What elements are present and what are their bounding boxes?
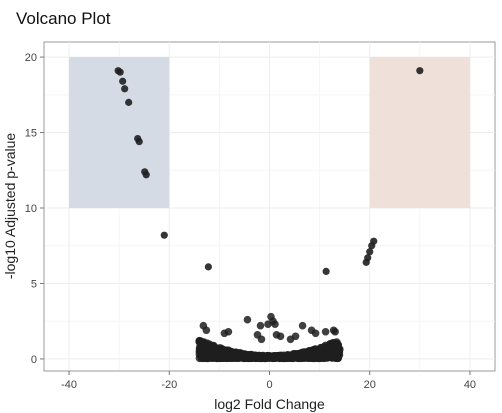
cloud-outlier-point — [224, 327, 233, 336]
significant-point — [364, 254, 372, 262]
cloud-point — [315, 345, 324, 354]
significant-point — [204, 263, 212, 271]
cloud-point — [198, 341, 207, 350]
x-tick-label: -40 — [61, 379, 77, 391]
y-tick-label: 5 — [31, 278, 37, 290]
significant-point — [322, 267, 330, 275]
cloud-point — [246, 352, 255, 361]
cloud-outlier-point — [298, 321, 307, 330]
cloud-point — [207, 351, 216, 360]
chart-title: Volcano Plot — [16, 9, 111, 28]
y-tick-label: 0 — [31, 354, 37, 366]
significant-point — [416, 67, 424, 75]
cloud-outlier-point — [311, 329, 320, 338]
cloud-outlier-point — [271, 320, 279, 329]
cloud-point — [276, 351, 285, 360]
x-tick-label: 40 — [464, 379, 476, 391]
cloud-point — [328, 343, 337, 352]
cloud-point — [295, 352, 304, 361]
plot-area — [43, 41, 496, 372]
cloud-point — [287, 353, 296, 362]
cloud-point — [315, 353, 324, 362]
cloud-outlier-point — [331, 327, 339, 336]
point-layer — [114, 67, 424, 275]
cloud-outlier-point — [256, 321, 265, 330]
significant-point — [142, 171, 150, 179]
up-regulated-region — [369, 57, 470, 209]
cloud-outlier-point — [202, 326, 211, 335]
significant-point — [125, 98, 133, 106]
axis-labels: log2 Fold Change -log10 Adjusted p-value — [2, 133, 325, 412]
x-tick-label: 20 — [364, 379, 376, 391]
y-tick-label: 15 — [25, 128, 37, 140]
x-tick-label: 0 — [266, 379, 272, 391]
x-axis-label: log2 Fold Change — [214, 396, 325, 412]
cloud-outlier-point — [243, 315, 252, 324]
cloud-point — [228, 354, 237, 363]
significant-point — [366, 248, 374, 256]
significant-point — [121, 85, 129, 93]
cloud-layer — [195, 312, 344, 363]
cloud-outlier-point — [291, 332, 300, 341]
y-tick-group: 0 5 10 15 20 — [25, 52, 44, 366]
cloud-point — [218, 354, 227, 363]
significant-point — [119, 77, 127, 85]
cloud-point — [236, 349, 245, 358]
y-axis: 0 5 10 15 20 — [25, 42, 45, 371]
cloud-outlier-point — [257, 335, 266, 344]
y-tick-label: 10 — [25, 203, 37, 215]
cloud-outlier-point — [276, 332, 285, 341]
x-tick-group: -40 -20 0 20 40 — [61, 371, 476, 391]
chart-title-text: Volcano Plot — [16, 9, 111, 28]
significant-point — [135, 138, 143, 146]
y-tick-label: 20 — [25, 52, 37, 64]
region-layer — [69, 57, 470, 209]
y-axis-label: -log10 Adjusted p-value — [2, 133, 18, 280]
cloud-point — [268, 353, 277, 362]
cloud-point — [304, 353, 313, 362]
down-regulated-region — [69, 57, 170, 209]
significant-point — [160, 231, 168, 239]
x-tick-label: -20 — [161, 379, 177, 391]
cloud-outlier-point — [321, 327, 330, 336]
cloud-point — [328, 352, 337, 361]
significant-point — [370, 237, 378, 245]
significant-point — [116, 68, 124, 76]
x-axis: -40 -20 0 20 40 — [44, 370, 495, 391]
